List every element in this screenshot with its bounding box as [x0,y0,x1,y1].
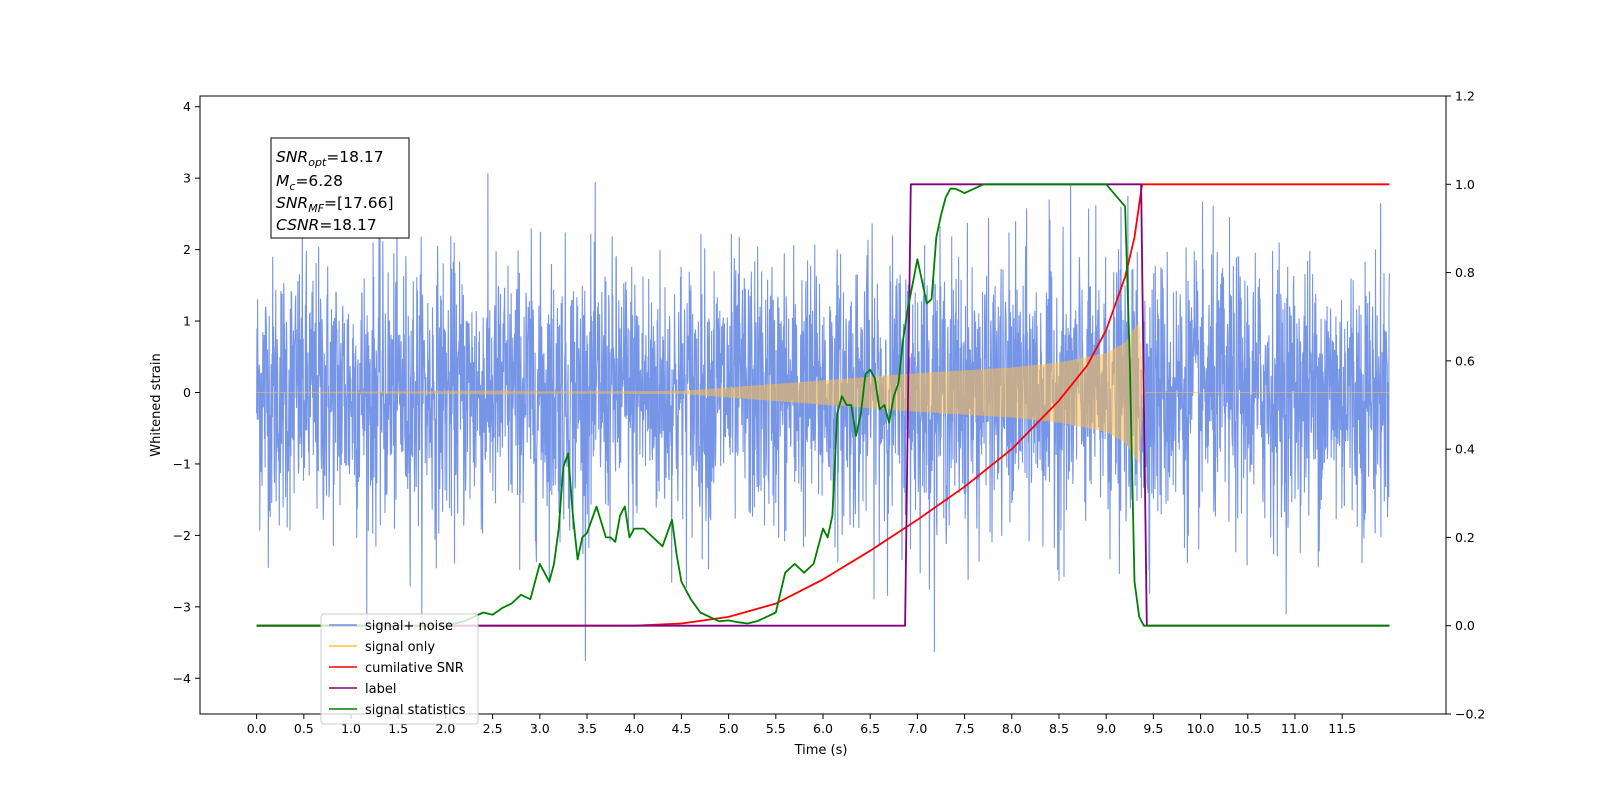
annotation-snr-opt: SNRopt=18.17 [276,148,384,169]
legend-frame [320,613,479,725]
y-tick-label: 1 [183,314,191,329]
x-tick-label: 2.0 [435,721,455,736]
x-axis-label: Time (s) [794,743,848,758]
y2-tick-label: 1.0 [1455,177,1475,192]
x-tick-label: 3.5 [577,721,597,736]
x-tick-label: 8.5 [1049,721,1069,736]
legend-entry-signal-noise: signal+ noise [329,619,453,634]
x-tick-label: 0.0 [247,721,267,736]
series-cumulative-snr [256,183,1390,627]
y-axis-left: 4 3 2 1 0 −1 −2 −3 −4 [173,99,200,686]
x-axis: 0.0 0.5 1.0 1.5 2.0 2.5 3.0 3.5 4.0 4.5 5.0 5.5 6.0 6… [247,714,1356,736]
annotation-mc: Mc=6.28 [276,172,343,193]
x-tick-label: 11.5 [1328,721,1356,736]
x-tick-label: 5.0 [719,721,739,736]
x-tick-label: 5.5 [766,721,786,736]
y-tick-label: −3 [173,599,191,614]
y2-tick-label: 1.2 [1455,89,1475,104]
y-tick-label: 4 [183,99,191,114]
legend-entry-signal-statistics: signal statistics [329,703,466,718]
y-axis-right: 1.2 1.0 0.8 0.6 0.4 0.2 0.0 −0.2 [1446,89,1485,722]
y2-tick-label: 0.6 [1455,353,1475,368]
x-tick-label: 4.0 [624,721,644,736]
x-tick-label: 8.0 [1002,721,1022,736]
legend-label-cumulative-snr: cumilative SNR [365,661,464,676]
y-tick-label: 0 [183,385,191,400]
x-tick-label: 6.5 [860,721,880,736]
annotation-frame [270,137,410,239]
plot-series-layer [256,173,1390,662]
x-tick-label: 1.5 [388,721,408,736]
y2-tick-label: 0.4 [1455,442,1475,457]
legend-label-label: label [365,682,396,697]
x-tick-label: 10.5 [1234,721,1262,736]
legend-label-signal-statistics: signal statistics [365,703,466,718]
x-tick-label: 6.0 [813,721,833,736]
y-tick-label: −1 [173,456,191,471]
x-tick-label: 7.5 [955,721,975,736]
x-tick-label: 1.0 [341,721,361,736]
annotation-csnr: CSNR=18.17 [276,216,377,234]
x-tick-label: 0.5 [294,721,314,736]
x-tick-label: 7.0 [907,721,927,736]
y2-tick-label: 0.0 [1455,618,1475,633]
legend-label-signal-noise: signal+ noise [365,619,453,634]
y-tick-label: −4 [173,671,191,686]
y2-tick-label: 0.8 [1455,265,1475,280]
legend-entry-cumulative-snr: cumilative SNR [329,661,464,676]
x-tick-label: 2.5 [483,721,503,736]
x-tick-label: 3.0 [530,721,550,736]
series-signal-noise [256,173,1390,662]
x-tick-label: 9.5 [1143,721,1163,736]
x-tick-label: 10.0 [1187,721,1215,736]
y2-tick-label: 0.2 [1455,530,1475,545]
y-tick-label: 2 [183,242,191,257]
legend-label-signal-only: signal only [365,640,435,655]
y2-tick-label: −0.2 [1455,707,1485,722]
x-tick-label: 4.5 [671,721,691,736]
legend-entry-label: label [329,682,396,697]
annotation-snr-mf: SNRMF=[17.66] [276,194,394,215]
annotation-box: SNRopt=18.17 Mc=6.28 SNRMF=[17.66] CSNR=… [270,137,410,239]
legend-entry-signal-only: signal only [329,640,435,655]
y-tick-label: 3 [183,171,191,186]
x-tick-label: 9.0 [1096,721,1116,736]
legend: signal+ noise signal only cumilative SNR… [320,613,479,725]
series-signal-statistics [256,183,1390,627]
series-signal-only [256,321,1390,464]
y-axis-label: Whitened strain [149,353,164,456]
x-tick-label: 11.0 [1281,721,1309,736]
y-tick-label: −2 [173,528,191,543]
